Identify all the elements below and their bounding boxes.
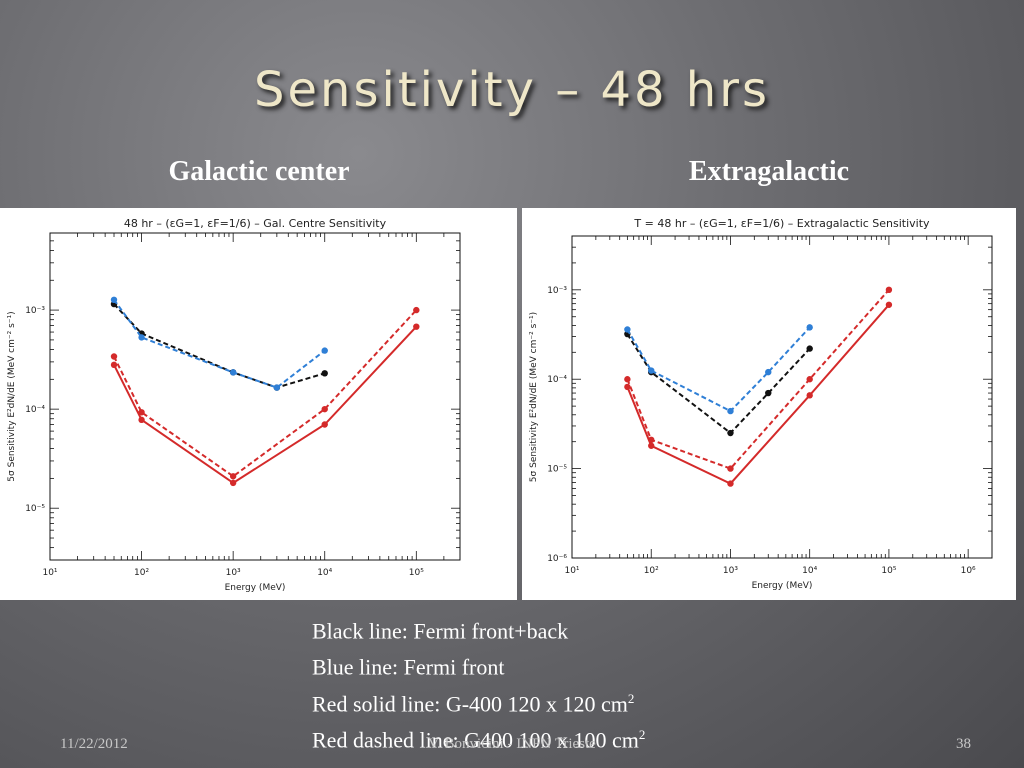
x-tick-label: 10³ xyxy=(226,568,241,578)
y-axis-label: 5σ Sensitivity E²dN/dE (MeV cm⁻² s⁻¹) xyxy=(529,312,539,482)
data-point xyxy=(321,421,328,428)
galactic-center-heading: Galactic center xyxy=(168,156,350,187)
x-tick-label: 10¹ xyxy=(42,568,57,578)
series-line-black-dashed xyxy=(626,333,811,435)
data-point xyxy=(765,389,772,397)
x-tick-label: 10² xyxy=(644,566,659,576)
legend-block: Black line: Fermi front+back Blue line: … xyxy=(312,610,645,755)
axis-ticks xyxy=(571,235,993,559)
galactic-centre-sensitivity-chart: 48 hr – (εG=1, εF=1/6) – Gal. Centre Sen… xyxy=(7,217,461,593)
data-point xyxy=(321,405,328,413)
data-point xyxy=(624,326,631,333)
data-point xyxy=(229,473,237,480)
data-point xyxy=(806,324,813,331)
data-point xyxy=(138,334,145,341)
series-line-red-solid xyxy=(113,326,418,485)
x-axis-label: Energy (MeV) xyxy=(225,583,286,593)
chart-title: T = 48 hr – (εG=1, εF=1/6) – Extragalact… xyxy=(633,217,930,230)
chart-title: 48 hr – (εG=1, εF=1/6) – Gal. Centre Sen… xyxy=(124,217,387,230)
x-axis-label: Energy (MeV) xyxy=(752,581,813,591)
y-tick-label: 10⁻⁴ xyxy=(547,375,567,385)
data-point xyxy=(110,296,118,304)
data-point xyxy=(229,479,237,487)
series-line-red-solid xyxy=(626,304,890,485)
data-point xyxy=(885,301,893,308)
plot-frame xyxy=(49,232,461,561)
galactic-centre-chart-panel: 48 hr – (εG=1, εF=1/6) – Gal. Centre Sen… xyxy=(0,208,517,600)
data-point xyxy=(806,392,813,399)
x-tick-label: 10⁵ xyxy=(409,568,424,578)
legend-line-blue: Blue line: Fermi front xyxy=(312,654,505,680)
plot-frame xyxy=(571,235,993,559)
slide-title: Sensitivity – 48 hrs xyxy=(254,62,770,118)
data-point xyxy=(727,407,734,415)
data-point xyxy=(624,383,631,391)
data-point xyxy=(413,323,420,330)
axis-ticks xyxy=(49,232,461,561)
data-point xyxy=(110,353,118,360)
x-tick-label: 10⁵ xyxy=(881,566,896,576)
data-point xyxy=(806,345,813,352)
series-line-blue-dashed xyxy=(113,299,326,389)
x-tick-label: 10⁴ xyxy=(802,566,817,576)
y-tick-label: 10⁻⁴ xyxy=(25,405,45,415)
y-tick-label: 10⁻⁵ xyxy=(547,465,567,475)
y-tick-label: 10⁻⁵ xyxy=(25,504,45,514)
data-point xyxy=(885,286,893,294)
x-tick-label: 10⁶ xyxy=(961,566,976,576)
data-point xyxy=(273,384,281,391)
y-tick-label: 10⁻⁶ xyxy=(547,554,567,564)
extragalactic-chart-panel: T = 48 hr – (εG=1, εF=1/6) – Extragalact… xyxy=(522,208,1016,600)
extragalactic-heading: Extragalactic xyxy=(688,156,850,187)
data-point xyxy=(321,370,328,377)
x-tick-label: 10² xyxy=(134,568,149,578)
x-tick-label: 10³ xyxy=(723,566,738,576)
data-point xyxy=(727,429,734,437)
data-point xyxy=(727,465,734,472)
legend-line-black: Black line: Fermi front+back xyxy=(312,618,569,644)
data-point xyxy=(806,376,813,383)
extragalactic-sensitivity-chart: T = 48 hr – (εG=1, εF=1/6) – Extragalact… xyxy=(529,217,993,591)
data-point xyxy=(138,416,145,424)
data-point xyxy=(648,436,655,444)
x-tick-label: 10⁴ xyxy=(317,568,332,578)
footer-date: 11/22/2012 xyxy=(60,736,128,752)
x-tick-label: 10¹ xyxy=(564,566,579,576)
y-tick-label: 10⁻³ xyxy=(547,286,567,296)
data-point xyxy=(110,361,118,369)
data-point xyxy=(727,480,734,487)
series-line-blue-dashed xyxy=(626,326,811,413)
data-point xyxy=(138,409,145,416)
footer-author: V. Bonvicini - INFN Trieste xyxy=(428,736,596,752)
data-point xyxy=(413,306,420,314)
data-point xyxy=(648,367,655,374)
y-tick-label: 10⁻³ xyxy=(25,306,45,316)
legend-line-red-solid: Red solid line: G-400 120 x 120 cm2 xyxy=(312,690,635,716)
series-line-red-dashed xyxy=(626,289,890,470)
data-point xyxy=(765,368,772,376)
legend-line-red-dashed: Red dashed line: G400 100 x 100 cm2 xyxy=(312,726,646,753)
series-line-red-dashed xyxy=(113,309,418,478)
data-point xyxy=(648,442,655,449)
data-point xyxy=(229,369,237,376)
footer-page-number: 38 xyxy=(956,736,971,752)
data-point xyxy=(624,376,631,383)
y-axis-label: 5σ Sensitivity E²dN/dE (MeV cm⁻² s⁻¹) xyxy=(7,311,17,481)
data-point xyxy=(321,347,328,354)
